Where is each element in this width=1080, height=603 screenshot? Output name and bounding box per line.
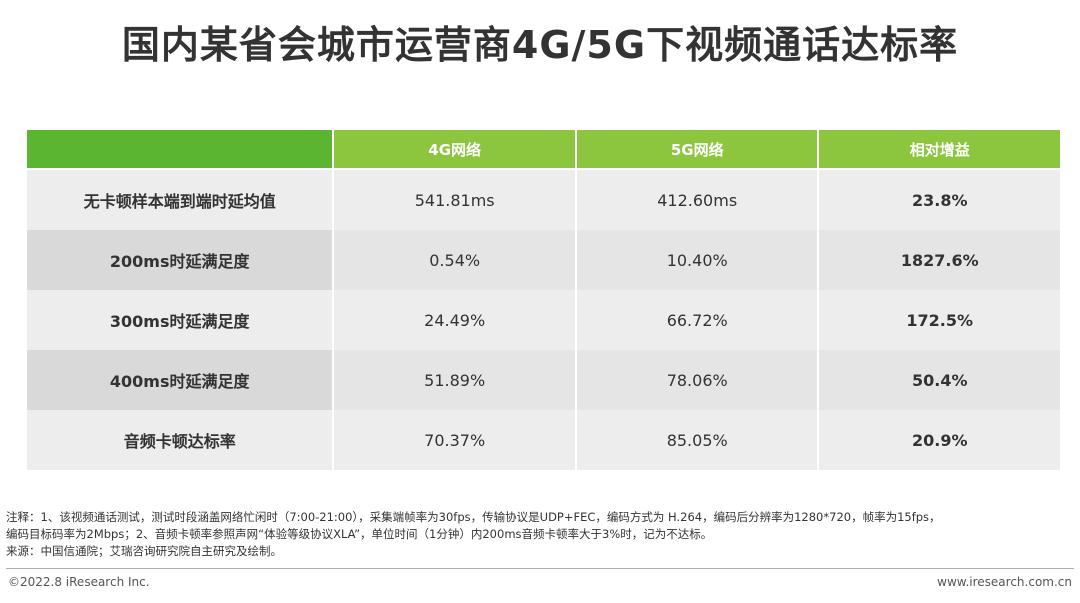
copyright: ©2022.8 iResearch Inc.	[8, 575, 150, 589]
cell-5g: 85.05%	[576, 410, 818, 470]
cell-4g: 70.37%	[334, 410, 575, 470]
data-table: 4G网络 5G网络 相对增益 无卡顿样本端到端时延均值 541.81ms 412…	[27, 130, 1060, 470]
cell-4g: 51.89%	[334, 350, 575, 410]
cell-gain: 23.8%	[819, 170, 1060, 230]
table-header: 4G网络 5G网络 相对增益	[27, 130, 1060, 168]
row-label: 200ms时延满足度	[27, 230, 333, 290]
source-line: 来源：中国信通院；艾瑞咨询研究院自主研究及绘制。	[6, 544, 282, 558]
table-row: 无卡顿样本端到端时延均值 541.81ms 412.60ms 23.8%	[27, 170, 1060, 230]
cell-4g: 541.81ms	[334, 170, 575, 230]
page-title: 国内某省会城市运营商4G/5G下视频通话达标率	[121, 23, 959, 67]
row-label: 400ms时延满足度	[27, 350, 333, 410]
note-line-1: 注释：1、该视频通话测试，测试时段涵盖网络忙闲时（7:00-21:00），采集端…	[6, 510, 941, 524]
column-header-4g: 4G网络	[334, 130, 575, 168]
row-label: 300ms时延满足度	[27, 290, 333, 350]
table-row: 200ms时延满足度 0.54% 10.40% 1827.6%	[27, 230, 1060, 290]
table-row: 300ms时延满足度 24.49% 66.72% 172.5%	[27, 290, 1060, 350]
note-line-2: 编码目标码率为2Mbps；2、音频卡顿率参照声网“体验等级协议XLA”，单位时间…	[6, 527, 713, 541]
footnote: 注释：1、该视频通话测试，测试时段涵盖网络忙闲时（7:00-21:00），采集端…	[6, 509, 1076, 560]
cell-4g: 0.54%	[334, 230, 575, 290]
table-row: 音频卡顿达标率 70.37% 85.05% 20.9%	[27, 410, 1060, 470]
cell-gain: 172.5%	[819, 290, 1060, 350]
row-label: 音频卡顿达标率	[27, 410, 333, 470]
header-corner	[27, 130, 333, 168]
website-link[interactable]: www.iresearch.com.cn	[937, 575, 1072, 589]
footer-divider	[6, 568, 1074, 569]
cell-gain: 1827.6%	[819, 230, 1060, 290]
column-header-5g: 5G网络	[576, 130, 818, 168]
cell-5g: 66.72%	[576, 290, 818, 350]
cell-gain: 50.4%	[819, 350, 1060, 410]
column-header-gain: 相对增益	[819, 130, 1060, 168]
table-row: 400ms时延满足度 51.89% 78.06% 50.4%	[27, 350, 1060, 410]
row-label: 无卡顿样本端到端时延均值	[27, 170, 333, 230]
cell-5g: 78.06%	[576, 350, 818, 410]
cell-5g: 412.60ms	[576, 170, 818, 230]
cell-gain: 20.9%	[819, 410, 1060, 470]
cell-5g: 10.40%	[576, 230, 818, 290]
cell-4g: 24.49%	[334, 290, 575, 350]
